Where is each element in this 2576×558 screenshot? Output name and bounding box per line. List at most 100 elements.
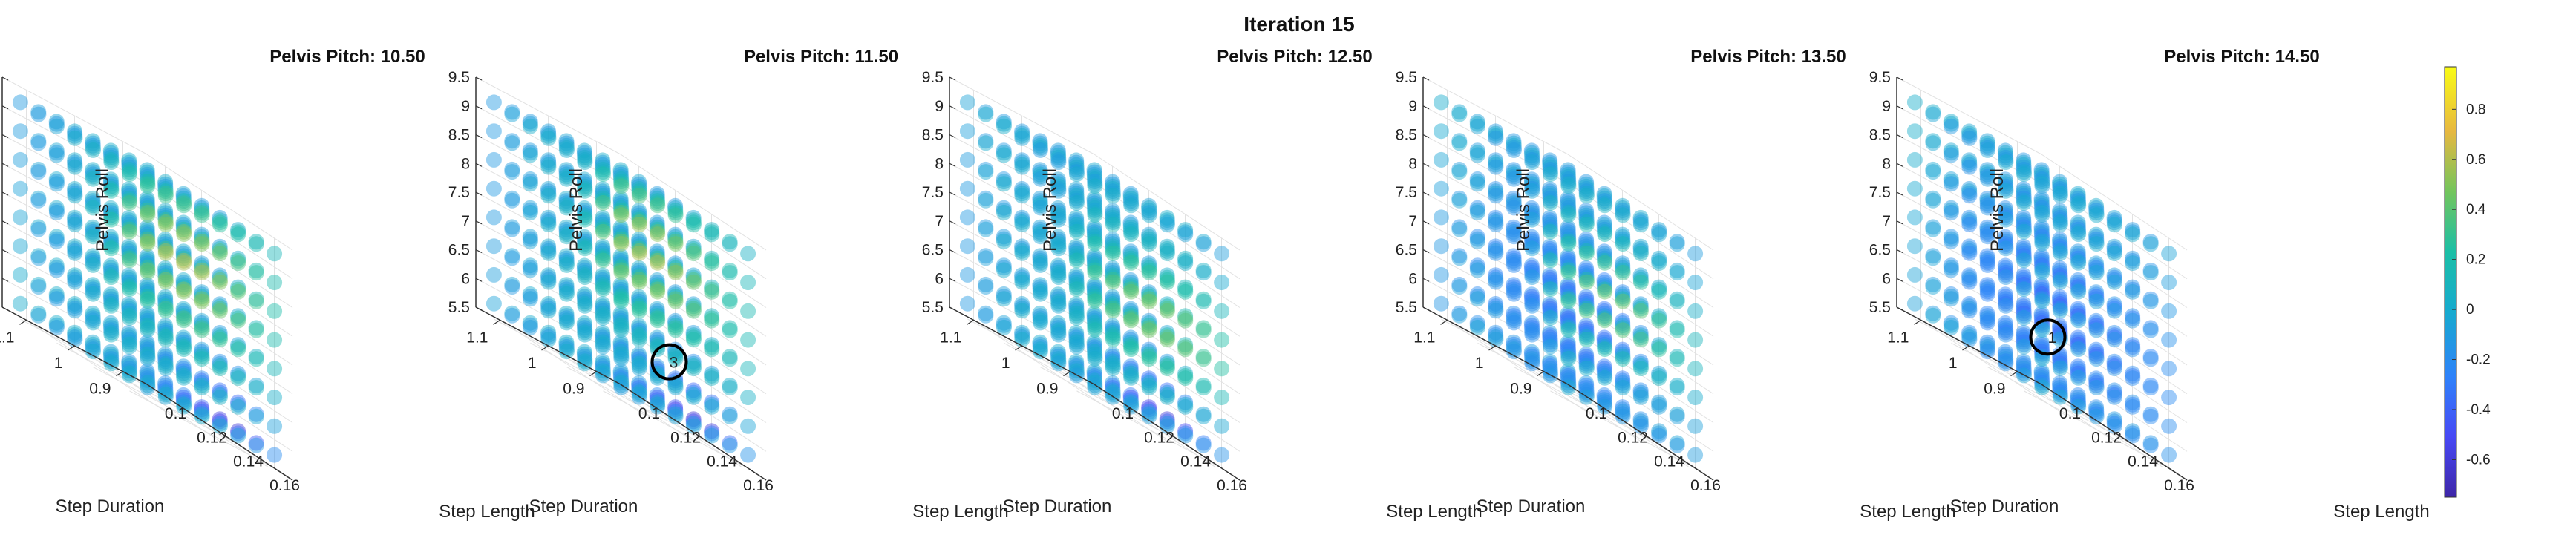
scatter-point — [30, 276, 47, 292]
scatter-point — [67, 324, 83, 341]
scatter-point — [650, 252, 666, 269]
scatter-point — [540, 186, 557, 202]
scatter-point — [1214, 332, 1230, 348]
scatter-point — [722, 380, 738, 396]
scatter-point — [1050, 171, 1066, 188]
scatter-point — [1068, 301, 1085, 317]
scatter-point — [631, 358, 647, 374]
scatter-point — [595, 243, 611, 259]
scatter-point — [722, 265, 738, 281]
scatter-point — [1014, 301, 1030, 317]
colorbar: 0.80.60.40.20-0.2-0.4-0.6 — [2444, 66, 2491, 498]
scatter-point — [85, 257, 101, 273]
scatter-point — [577, 322, 593, 338]
scatter-point — [1086, 226, 1102, 243]
scatter-point — [577, 298, 593, 314]
z-tick-label: 7.5 — [448, 184, 470, 201]
scatter-point — [1578, 318, 1595, 334]
scatter-point — [121, 305, 137, 321]
scatter-point — [685, 382, 702, 398]
scatter-point — [1050, 233, 1067, 249]
scatter-point — [1122, 305, 1139, 321]
z-tick-mark — [1896, 134, 1903, 139]
scatter-point — [1651, 281, 1667, 298]
scatter-point — [595, 279, 611, 295]
scatter-point — [595, 248, 611, 264]
scatter-point — [978, 190, 994, 206]
scatter-point — [1032, 310, 1048, 326]
scatter-point — [595, 327, 611, 344]
scatter-point — [212, 324, 228, 341]
scatter-point — [1195, 351, 1212, 367]
grid-line — [620, 211, 767, 308]
scatter-point — [85, 164, 101, 180]
scatter-point — [1105, 360, 1121, 376]
scatter-point — [1032, 277, 1048, 293]
scatter-point — [1578, 234, 1595, 250]
scatter-point — [67, 298, 83, 315]
scatter-point — [595, 219, 611, 235]
scatter-point — [1014, 238, 1030, 255]
scatter-point — [1122, 301, 1139, 317]
scatter-point — [1469, 147, 1485, 163]
scatter-point — [612, 166, 629, 183]
scatter-point — [667, 207, 684, 223]
scatter-point — [978, 307, 994, 324]
scatter-point — [85, 226, 101, 243]
scatter-point — [1105, 262, 1121, 278]
scatter-point — [1632, 269, 1649, 286]
scatter-point — [121, 186, 137, 202]
scatter-point — [540, 211, 557, 228]
scatter-point — [685, 301, 702, 317]
scatter-point — [576, 229, 592, 245]
scatter-point — [558, 255, 575, 271]
scatter-point — [1214, 303, 1230, 319]
scatter-point — [1050, 151, 1067, 168]
scatter-point — [1105, 238, 1121, 255]
scatter-point — [540, 238, 557, 255]
z-tick-mark — [1422, 134, 1430, 139]
scatter-point — [685, 387, 702, 403]
scatter-point — [740, 418, 756, 434]
scatter-point — [631, 232, 647, 248]
scatter-point — [613, 202, 630, 218]
scatter-point — [522, 231, 538, 247]
scatter-point — [1998, 326, 2014, 343]
z-tick-label: 6.5 — [1869, 242, 1891, 259]
scatter-point — [577, 264, 593, 280]
scatter-point — [996, 202, 1012, 218]
y-tick-mark — [1015, 345, 1022, 351]
scatter-point — [1105, 322, 1121, 338]
scatter-point — [157, 298, 174, 315]
scatter-point — [1651, 365, 1667, 381]
scatter-point — [1087, 262, 1103, 278]
scatter-point — [1141, 318, 1157, 334]
scatter-point — [194, 207, 210, 223]
scatter-point — [595, 272, 611, 288]
scatter-point — [157, 295, 174, 312]
scatter-point — [1632, 303, 1649, 319]
scatter-point — [522, 116, 538, 132]
scatter-point — [102, 203, 119, 219]
scatter-point — [558, 308, 575, 324]
scatter-point — [1014, 272, 1030, 288]
scatter-point — [996, 176, 1012, 192]
scatter-point — [248, 265, 264, 281]
scatter-point — [1050, 183, 1067, 199]
scatter-point — [558, 312, 575, 329]
scatter-point — [1669, 351, 1685, 367]
scatter-point — [704, 310, 720, 326]
scatter-point — [612, 224, 629, 240]
scatter-point — [1632, 214, 1649, 231]
scatter-point — [1488, 274, 1504, 290]
scatter-point — [176, 223, 192, 240]
scatter-point — [230, 226, 246, 243]
grid-line — [596, 371, 742, 468]
subplot-3: Pelvis Pitch: 12.505.566.577.588.599.50.… — [922, 47, 1482, 522]
scatter-point — [1068, 181, 1085, 197]
scatter-point — [248, 291, 264, 307]
scatter-point — [121, 274, 137, 290]
colorbar-tick-label: 0.8 — [2466, 102, 2485, 117]
scatter-point — [2125, 312, 2141, 329]
x-tick-mark — [1148, 419, 1156, 425]
